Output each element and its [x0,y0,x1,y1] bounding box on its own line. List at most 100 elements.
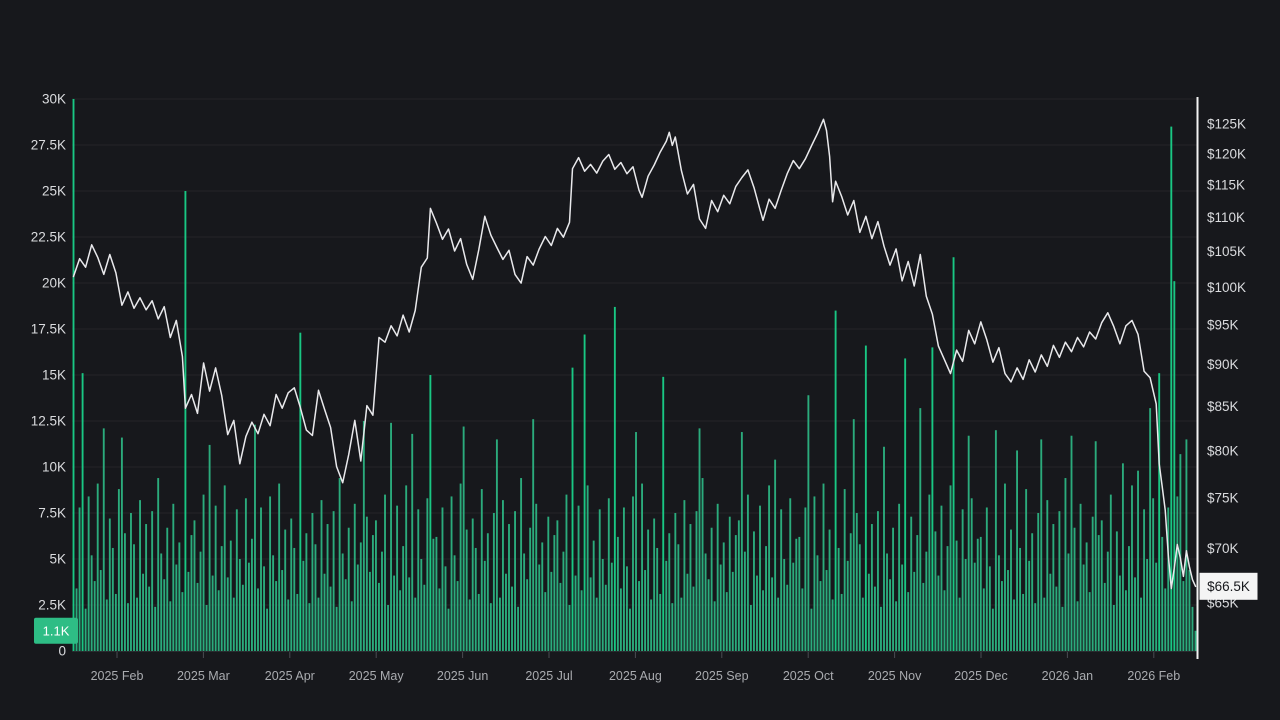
outflow-bar [423,584,426,651]
outflow-bar [873,586,876,651]
outflow-bar [619,588,622,651]
outflow-bar [305,533,308,651]
outflow-bar [1013,599,1015,651]
outflow-bar [967,435,970,651]
x-axis-month-label: 2025 Sep [695,669,749,683]
outflow-bar [241,584,244,651]
outflow-bar [583,334,586,651]
outflow-bar [970,498,973,651]
outflow-bar [223,485,226,651]
outflow-bar [284,529,287,651]
x-axis-month-label: 2025 Mar [177,669,230,683]
outflow-bar [804,507,807,651]
outflow-bar [257,588,259,651]
outflow-bar [1155,562,1158,651]
outflow-bar [855,513,858,651]
outflow-bar [489,603,492,651]
outflow-bar [244,498,247,651]
outflow-bar [1067,553,1070,651]
outflow-bar [895,601,898,651]
right-axis-tick-label: $120K [1207,146,1246,161]
outflow-bar [190,535,193,651]
outflow-bar [111,547,114,651]
outflow-bar [178,542,181,651]
right-axis-tick-label: $105K [1207,244,1246,259]
outflow-bar [952,257,955,651]
outflow-bar [157,478,160,651]
outflow-bar [514,511,516,651]
outflow-bar [1004,483,1006,651]
outflow-bar [565,494,568,651]
outflow-bar [235,509,238,651]
outflow-bar [686,573,689,651]
outflow-bar [154,606,157,651]
outflow-bar [547,516,550,651]
outflow-bar [925,551,928,651]
outflow-bar [1173,281,1176,651]
outflow-bar [886,553,888,651]
outflow-bar [607,498,610,651]
outflow-bar [762,590,764,651]
outflow-bar [356,564,359,651]
outflow-bar [142,573,145,651]
outflow-bar [580,590,583,651]
gridlines [72,98,1197,652]
outflow-bar [753,531,755,651]
outflow-bar [574,575,577,651]
outflow-bar [674,513,677,651]
outflow-bar [1091,516,1094,651]
outflow-bar [749,605,752,651]
outflow-bar [1097,535,1100,651]
outflow-bar [1131,485,1133,651]
outflow-badge-value: 1.1K [43,623,70,638]
outflow-bar [601,559,604,651]
outflow-bar [123,533,126,651]
outflow-bar [368,571,371,651]
outflow-bar [985,507,988,651]
outflow-bar [937,575,940,651]
outflow-bar [677,544,680,651]
outflow-bar [529,527,532,651]
outflow-bar [417,509,420,651]
outflow-bar [692,586,695,651]
outflow-bar [846,560,849,651]
outflow-bar [907,592,910,651]
outflow-bar [1061,606,1064,651]
outflow-bar [973,562,976,651]
outflow-bar [335,606,338,651]
price-current-badge: $66.5K [1199,572,1258,600]
outflow-bar [314,544,317,651]
outflow-bar [1179,454,1182,651]
outflow-bar [444,566,447,651]
outflow-bar [160,553,163,651]
outflow-bar [1167,507,1170,651]
outflow-bar [172,503,175,651]
outflow-bar [756,575,758,651]
outflow-bar [589,577,592,651]
outflow-bar [1049,573,1052,651]
outflow-bar [390,422,392,651]
outflow-bar [332,511,335,651]
outflow-bar [759,505,761,651]
outflow-bar [96,483,99,651]
outflow-bar [211,575,214,651]
outflow-bar [371,535,374,651]
outflow-bar [946,546,949,651]
outflow-bar [432,538,435,651]
right-axis-labels: $65K$70K$75K$80K$85K$90K$95K$100K$105K$1… [1207,117,1246,611]
outflow-bar [1140,597,1142,651]
outflow-bar [465,529,468,651]
outflow-bar [852,419,855,651]
outflow-bar [408,577,411,651]
left-axis-tick-label: 17.5K [31,322,66,337]
outflow-bar [535,503,538,651]
outflow-bar [1146,559,1149,651]
outflow-bar [229,540,232,651]
outflow-bar [1176,496,1179,651]
x-axis-month-label: 2025 Oct [783,669,834,683]
outflow-bar [740,432,743,651]
outflow-bar [1034,603,1037,651]
outflow-bar [834,310,837,651]
outflow-bar [1128,546,1130,651]
